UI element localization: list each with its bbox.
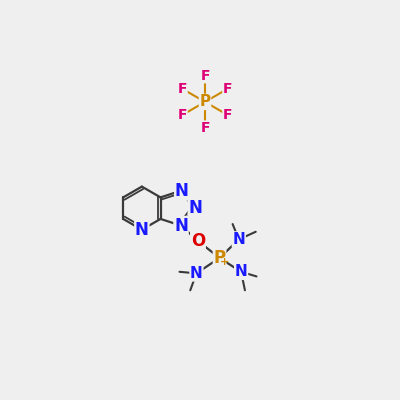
- Text: P: P: [214, 249, 226, 267]
- Text: N: N: [135, 221, 149, 239]
- Text: N: N: [174, 217, 188, 235]
- Text: F: F: [223, 108, 232, 122]
- Text: F: F: [178, 82, 187, 96]
- Text: N: N: [235, 264, 248, 279]
- Text: N: N: [190, 266, 203, 281]
- Text: N: N: [188, 199, 202, 217]
- Text: F: F: [200, 69, 210, 83]
- Text: F: F: [223, 82, 232, 96]
- Text: F: F: [200, 121, 210, 135]
- Text: P: P: [200, 94, 210, 110]
- Text: F: F: [178, 108, 187, 122]
- Text: N: N: [232, 232, 245, 247]
- Text: O: O: [191, 232, 205, 250]
- Text: +: +: [220, 257, 230, 267]
- Text: N: N: [175, 182, 189, 200]
